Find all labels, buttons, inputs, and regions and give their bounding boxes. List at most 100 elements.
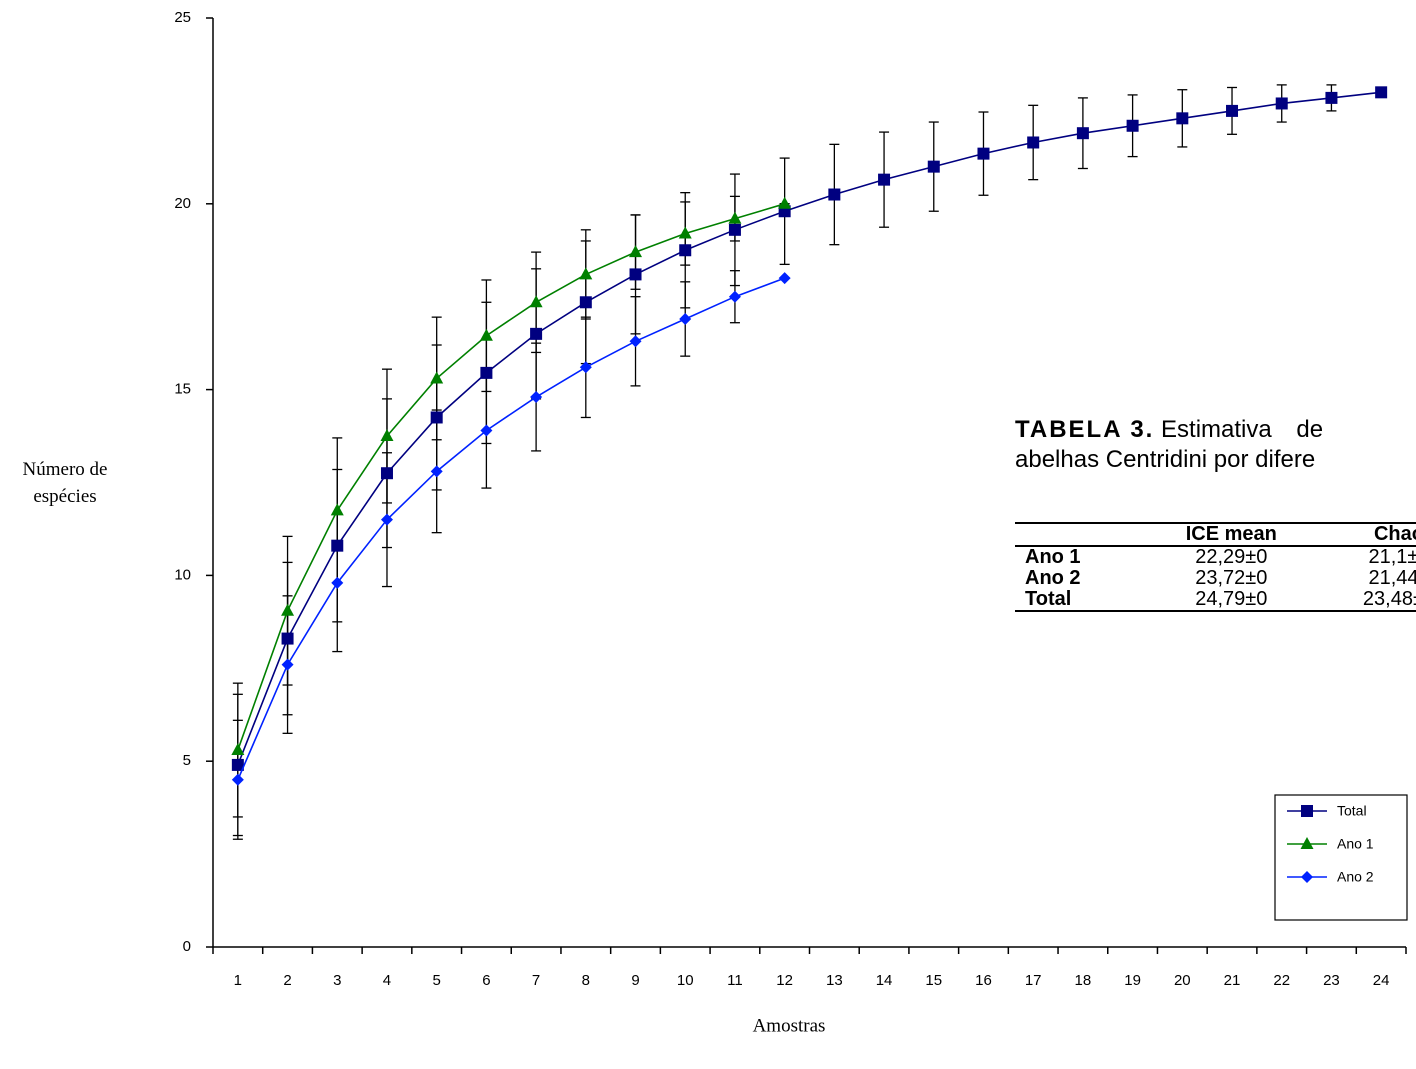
y-tick-label: 5	[183, 752, 191, 769]
marker	[878, 173, 891, 186]
legend-label: Total	[1337, 803, 1367, 819]
marker	[679, 312, 692, 325]
table-cell: 21,44±	[1368, 567, 1416, 589]
marker	[480, 424, 493, 437]
table-overlay: TABELA 3. Estimativa de abelhas Centridi…	[1015, 415, 1416, 675]
marker	[579, 267, 593, 280]
table-row: Total 24,79±0 23,48±0	[1015, 589, 1416, 611]
x-tick-label: 14	[876, 972, 893, 989]
x-tick-label: 1	[234, 972, 242, 989]
table-cell: 22,29±0	[1195, 546, 1268, 568]
marker	[480, 366, 493, 379]
x-axis-label: Amostras	[753, 1015, 826, 1036]
y-tick-label: 15	[174, 381, 191, 398]
table-cell: 24,79±0	[1195, 588, 1268, 610]
legend-label: Ano 1	[1337, 836, 1374, 852]
row-label: Ano 2	[1025, 567, 1081, 589]
series-line	[237, 277, 785, 781]
marker	[1301, 805, 1313, 817]
table-title: TABELA 3. Estimativa de	[1015, 415, 1416, 445]
x-tick-label: 20	[1174, 972, 1191, 989]
marker	[281, 603, 295, 616]
x-tick-label: 6	[482, 972, 490, 989]
x-tick-label: 16	[975, 972, 992, 989]
x-tick-label: 17	[1025, 972, 1042, 989]
marker	[231, 743, 245, 756]
y-tick-label: 20	[174, 195, 191, 212]
x-tick-label: 11	[727, 972, 743, 989]
table-title-text: Estimativa de	[1161, 416, 1324, 443]
x-tick-label: 21	[1224, 972, 1241, 989]
x-tick-label: 24	[1373, 972, 1390, 989]
header-cell: Chao	[1373, 523, 1416, 545]
marker	[629, 335, 642, 348]
x-tick-label: 7	[532, 972, 540, 989]
marker	[1301, 871, 1313, 883]
marker	[1076, 127, 1089, 140]
marker	[977, 147, 990, 160]
table-row: Ano 2 23,72±0 21,44±	[1015, 568, 1416, 589]
table-cell: 21,1±1	[1368, 546, 1416, 568]
marker	[529, 295, 543, 308]
x-tick-label: 8	[582, 972, 590, 989]
marker	[629, 268, 642, 281]
marker	[728, 211, 742, 224]
row-label: Total	[1025, 588, 1072, 610]
marker	[331, 576, 344, 589]
table-title-lead: TABELA 3.	[1015, 416, 1155, 443]
marker	[430, 411, 443, 424]
marker	[728, 223, 741, 236]
marker	[678, 226, 692, 239]
x-tick-label: 10	[677, 972, 694, 989]
y-tick-label: 25	[174, 9, 191, 26]
marker	[1325, 91, 1338, 104]
x-tick-label: 12	[776, 972, 793, 989]
header-row: ICE mean Chao	[1015, 523, 1416, 546]
marker	[380, 513, 393, 526]
x-tick-label: 19	[1124, 972, 1141, 989]
series-line	[237, 203, 785, 751]
marker	[1226, 104, 1239, 117]
marker	[231, 758, 244, 771]
legend-box	[1274, 794, 1408, 921]
marker	[530, 327, 543, 340]
marker	[778, 272, 791, 285]
marker	[728, 290, 741, 303]
marker	[330, 503, 344, 516]
row-label: Ano 1	[1025, 546, 1081, 568]
x-tick-label: 2	[283, 972, 291, 989]
marker	[1126, 119, 1139, 132]
marker	[430, 371, 444, 384]
table-cell: 23,48±0	[1362, 588, 1416, 610]
series-line	[237, 91, 1382, 766]
marker	[629, 245, 643, 258]
marker	[1027, 136, 1040, 149]
marker	[927, 160, 940, 173]
marker	[1176, 112, 1189, 125]
marker	[380, 467, 393, 480]
y-tick-label: 0	[183, 938, 191, 955]
x-tick-label: 18	[1075, 972, 1092, 989]
marker	[430, 465, 443, 478]
marker	[281, 658, 294, 671]
marker	[1300, 837, 1314, 849]
x-tick-label: 15	[925, 972, 942, 989]
marker	[380, 429, 394, 442]
y-tick-label: 10	[174, 566, 191, 583]
table-row: Ano 1 22,29±0 21,1±1	[1015, 546, 1416, 568]
table-cell: 23,72±0	[1195, 567, 1268, 589]
x-tick-label: 5	[433, 972, 441, 989]
legend: Total Ano 1 Ano 2	[1274, 794, 1408, 921]
y-axis-label: Número de espécies	[22, 459, 108, 507]
marker	[479, 328, 493, 341]
x-tick-label: 23	[1323, 972, 1340, 989]
header-cell: ICE mean	[1185, 523, 1277, 545]
x-tick-label: 13	[826, 972, 843, 989]
marker	[579, 361, 592, 374]
x-tick-label: 4	[383, 972, 391, 989]
marker	[281, 632, 294, 645]
x-tick-label: 22	[1273, 972, 1290, 989]
table: ICE mean Chao Ano 1 22,29±0 21,1±1 Ano 2 23,…	[1015, 522, 1416, 612]
marker	[679, 244, 692, 257]
